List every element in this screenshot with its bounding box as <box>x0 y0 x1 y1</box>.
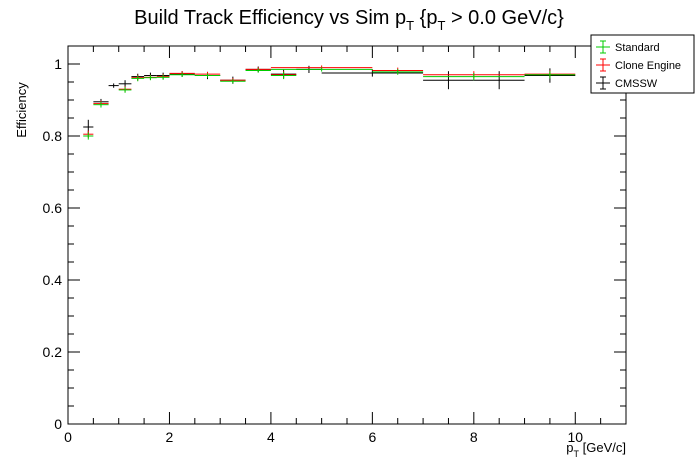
data-point <box>473 71 525 90</box>
legend-item: Clone Engine <box>596 58 681 72</box>
axis-tick-labels: 0 2 4 6 8 10 0 0.2 0.4 0.6 0.8 1 <box>43 56 584 445</box>
data-point <box>270 67 373 72</box>
chart-title: Build Track Efficiency vs Sim pT {pT > 0… <box>134 7 564 33</box>
data-point <box>423 71 474 90</box>
data-point <box>131 75 145 82</box>
x-tick-label: 8 <box>470 429 478 445</box>
x-tick-label: 0 <box>64 429 72 445</box>
data-point <box>423 73 525 81</box>
chart-title-sub-1: T <box>406 18 414 33</box>
series-standard <box>83 67 576 140</box>
y-tick-label: 0.2 <box>43 344 63 360</box>
axis-ticks <box>67 46 627 425</box>
y-tick-label: 0 <box>54 416 62 432</box>
plot-frame <box>67 45 627 425</box>
legend-item: Standard <box>596 40 660 54</box>
data-point <box>83 132 94 140</box>
data-point <box>372 69 424 75</box>
x-tick-label: 2 <box>166 429 174 445</box>
chart-title-sub-2: T <box>437 18 445 33</box>
x-tick-label: 10 <box>567 429 583 445</box>
data-point <box>108 83 119 88</box>
data-point <box>220 79 246 84</box>
data-point <box>93 101 109 108</box>
x-axis-label-main: p <box>566 440 573 455</box>
y-tick-label: 0.4 <box>43 272 63 288</box>
legend-label: CMSSW <box>615 78 658 90</box>
data-point <box>245 68 271 73</box>
legend-item: CMSSW <box>596 76 658 90</box>
data-point <box>194 73 221 78</box>
data-point <box>118 87 132 93</box>
x-tick-label: 6 <box>368 429 376 445</box>
data-point <box>270 71 297 80</box>
y-tick-label: 0.6 <box>43 200 63 216</box>
series-cmssw <box>83 65 576 135</box>
x-axis-label-rest: [GeV/c] <box>579 440 626 455</box>
data-point <box>524 71 576 79</box>
legend-label: Standard <box>615 42 660 54</box>
x-axis-label-sub: T <box>574 449 580 459</box>
y-tick-label: 0.8 <box>43 128 63 144</box>
data-point <box>118 80 132 88</box>
x-tick-label: 4 <box>267 429 275 445</box>
legend-label: Clone Engine <box>615 60 681 72</box>
data-point <box>144 75 157 81</box>
data-marks <box>83 65 576 140</box>
chart-title-main: Build Track Efficiency vs Sim p <box>134 7 406 29</box>
x-axis-label: pT [GeV/c] <box>566 440 626 459</box>
data-point <box>156 74 170 80</box>
chart-title-rest-2: > 0.0 GeV/c} <box>445 7 564 29</box>
legend: Standard Clone Engine CMSSW <box>590 34 695 94</box>
y-axis-label: Efficiency <box>14 82 29 138</box>
data-point <box>169 72 195 77</box>
y-tick-label: 1 <box>54 56 62 72</box>
chart-title-rest-1: {p <box>414 7 437 29</box>
